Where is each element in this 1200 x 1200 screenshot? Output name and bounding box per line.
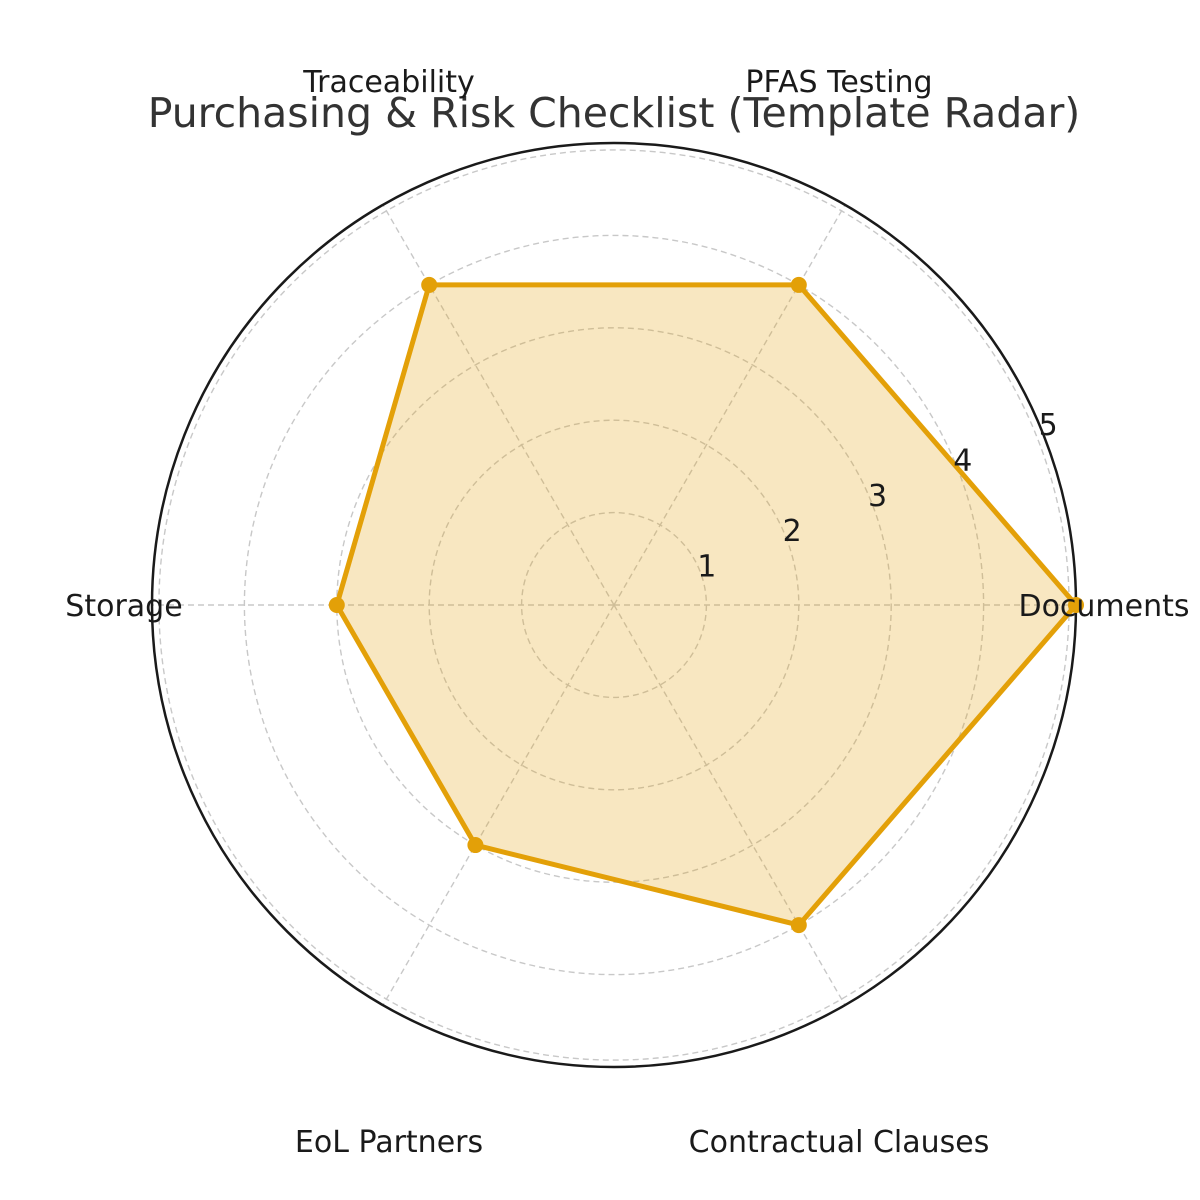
spoke-4: [382, 604, 615, 1006]
axis-label-pfas-testing: PFAS Testing: [745, 65, 932, 100]
spoke-1: [613, 204, 846, 606]
data-point-pfas-testing: [790, 276, 807, 293]
data-point-contractual-clauses: [790, 917, 807, 934]
spoke-5: [613, 604, 846, 1006]
r-tick-label-1: 1: [697, 550, 716, 585]
axis-label-eol-partners: EoL Partners: [295, 1125, 483, 1160]
r-tick-label-2: 2: [783, 514, 802, 549]
axis-label-documents: Documents: [1018, 589, 1189, 624]
axis-label-contractual-clauses: Contractual Clauses: [689, 1125, 990, 1160]
series-layer: [328, 276, 1084, 934]
label-layer: 1 2 3 4 5 Documents PFAS Testing Traceability St…: [65, 65, 1189, 1160]
axis-label-storage: Storage: [65, 589, 182, 624]
data-point-traceability: [421, 276, 438, 293]
data-point-documents: [1068, 597, 1084, 613]
axis-label-traceability: Traceability: [302, 65, 475, 100]
r-tick-label-4: 4: [953, 443, 972, 478]
data-point-eol-partners: [467, 837, 484, 854]
series-area: [336, 284, 1076, 926]
spoke-2: [382, 204, 615, 606]
data-point-storage: [328, 597, 345, 613]
r-tick-label-5: 5: [1039, 408, 1058, 443]
r-tick-label-3: 3: [868, 479, 887, 514]
chart-title: Purchasing & Risk Checklist (Template Ra…: [148, 89, 1081, 137]
grid-ring-4: [243, 234, 985, 976]
